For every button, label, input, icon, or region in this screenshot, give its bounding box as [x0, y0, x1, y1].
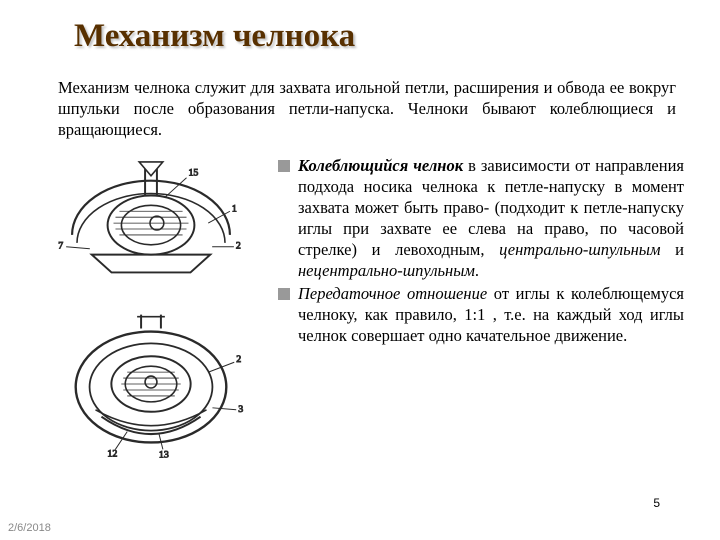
figure-bottom: 2 3 12 13	[42, 312, 260, 462]
content-row: 15 1 2 7	[34, 156, 686, 462]
bullet-square-icon	[278, 160, 290, 172]
bullet-text: Передаточное отношение от иглы к колеблю…	[298, 284, 684, 347]
slide: Механизм челнока Механизм челнока служит…	[0, 0, 720, 540]
list-item: Колеблющийся челнок в зависимости от нап…	[278, 156, 684, 282]
figures-column: 15 1 2 7	[42, 156, 260, 462]
bullet-list: Колеблющийся челнок в зависимости от нап…	[278, 156, 684, 462]
figure-top: 15 1 2 7	[42, 156, 260, 304]
svg-text:12: 12	[107, 449, 117, 460]
list-item: Передаточное отношение от иглы к колеблю…	[278, 284, 684, 347]
svg-text:2: 2	[236, 355, 241, 366]
shuttle-diagram-1-icon: 15 1 2 7	[42, 156, 260, 304]
page-title: Механизм челнока	[74, 18, 686, 55]
svg-text:15: 15	[188, 168, 198, 179]
bullet-text: Колеблющийся челнок в зависимости от нап…	[298, 156, 684, 282]
page-number: 5	[653, 496, 660, 510]
svg-text:2: 2	[236, 241, 241, 252]
svg-text:1: 1	[232, 204, 237, 215]
shuttle-diagram-2-icon: 2 3 12 13	[42, 312, 260, 462]
bullet-square-icon	[278, 288, 290, 300]
svg-text:3: 3	[238, 404, 243, 415]
lead-term: Передаточное отношение	[298, 284, 487, 303]
svg-text:13: 13	[159, 450, 169, 461]
svg-text:7: 7	[58, 241, 63, 252]
intro-paragraph: Механизм челнока служит для захвата игол…	[34, 77, 686, 140]
lead-term: Колеблющийся челнок	[298, 156, 463, 175]
footer-date: 2/6/2018	[8, 522, 51, 534]
